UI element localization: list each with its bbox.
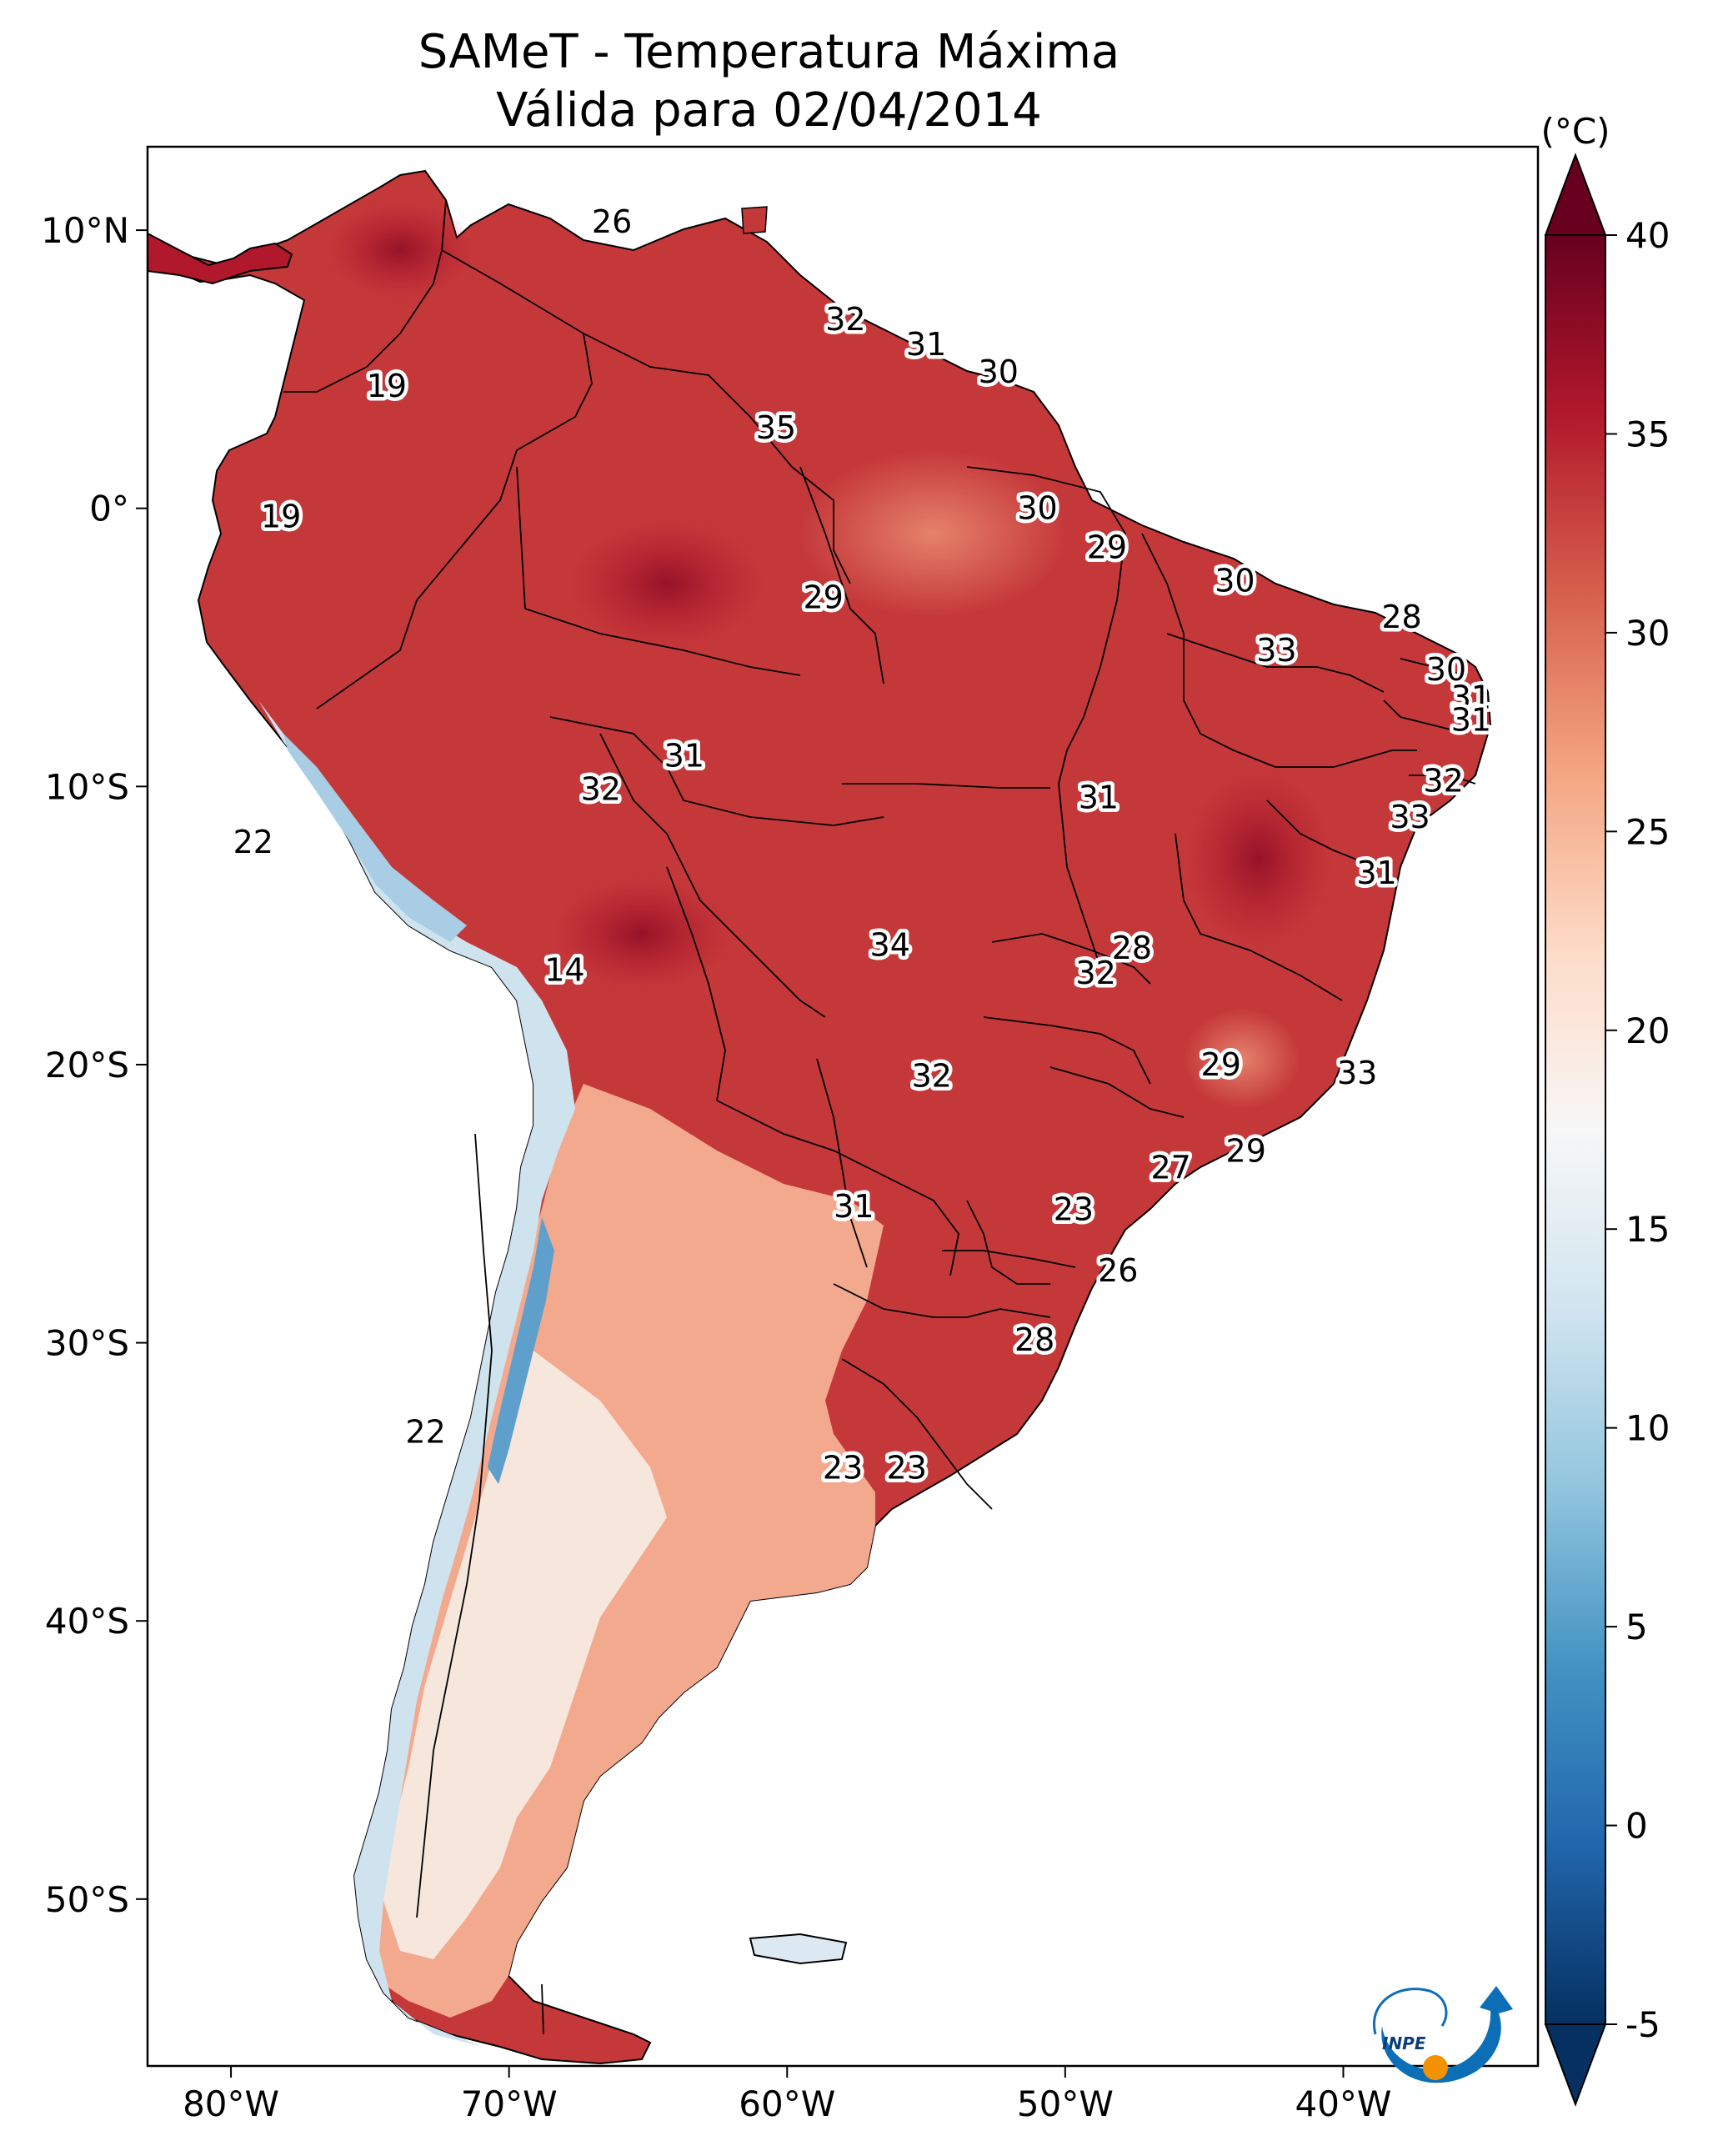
contour-label: 33	[1337, 1055, 1377, 1091]
contour-label: 26	[592, 203, 632, 240]
x-tick-label: 60°W	[739, 2083, 835, 2124]
contour-label: 26	[1098, 1252, 1138, 1289]
inpe-logo-swoosh	[1381, 1986, 1513, 2083]
colorbar-tick-label: 5	[1625, 1607, 1648, 1647]
hotspot-bolivia	[550, 875, 734, 992]
colorbar-bottom-extend	[1544, 2023, 1607, 2107]
contour-label: 14	[544, 952, 584, 989]
contour-label: 23	[823, 1450, 863, 1487]
south-america-landmass	[148, 169, 1492, 2065]
colorbar-tick-label: 0	[1625, 1806, 1648, 1847]
contour-label: 32	[912, 1057, 952, 1094]
contour-label: 27	[1150, 1149, 1190, 1186]
x-tick-label: 70°W	[461, 2083, 558, 2124]
colorbar-tick-label: 10	[1625, 1408, 1670, 1449]
contour-label: 32	[825, 301, 865, 338]
colorbar-top-extend	[1544, 153, 1607, 236]
y-tick-label: 50°S	[45, 1879, 129, 1920]
contour-label: 30	[1215, 562, 1255, 599]
inpe-logo-sun	[1423, 2055, 1448, 2080]
patagonia-mild-zone	[383, 1351, 667, 1959]
colorbar-tick-label: -5	[1625, 2004, 1660, 2045]
y-tick-label: 20°S	[45, 1045, 129, 1086]
contour-label: 31	[1079, 780, 1119, 816]
contour-label: 23	[1054, 1191, 1094, 1227]
hotspot-amazon	[567, 517, 767, 650]
warm-minas	[1184, 1009, 1300, 1109]
inpe-logo: INPE	[1373, 1986, 1513, 2083]
colorbar-tick-label: 25	[1625, 811, 1670, 852]
y-tick-label: 10°N	[41, 210, 129, 251]
contour-label: 22	[233, 824, 273, 860]
country-borders	[283, 199, 1476, 2035]
contour-labels: 2632313019353019293029283330313131323132…	[229, 200, 1495, 1491]
colorbar: (°C) 40 35 30 25 20 15 10 5 0 -5	[1540, 111, 1670, 2107]
hotspot-bahia	[1184, 767, 1334, 950]
contour-label: 22	[405, 1413, 445, 1450]
contour-label: 19	[261, 499, 301, 535]
contour-label: 30	[979, 353, 1019, 390]
colorbar-tick-label: 30	[1625, 613, 1670, 654]
contour-label: 31	[1451, 679, 1491, 716]
hotspot-venezuela	[325, 200, 475, 300]
contour-label: 30	[1426, 651, 1466, 688]
colorbar-tick-label: 15	[1625, 1209, 1670, 1250]
colorbar-tick-label: 40	[1625, 215, 1670, 256]
contour-label: 29	[803, 579, 843, 615]
contour-label: 28	[1014, 1321, 1054, 1358]
colorbar-unit: (°C)	[1540, 111, 1610, 152]
y-tick-label: 10°S	[45, 766, 129, 807]
contour-label: 32	[581, 771, 621, 808]
contour-label: 23	[887, 1450, 927, 1487]
contour-label: 31	[834, 1188, 874, 1225]
map-area	[148, 169, 1492, 2065]
contour-label: 30	[1017, 490, 1057, 527]
contour-label: 28	[1112, 930, 1152, 966]
contour-label: 35	[756, 409, 796, 446]
trinidad-island	[741, 206, 768, 234]
colorbar-tick-label: 20	[1625, 1010, 1670, 1051]
contour-label: 19	[367, 368, 407, 404]
map-frame	[146, 145, 1540, 2068]
colorbar-bar	[1545, 234, 1606, 2025]
y-axis: 10°N 0° 10°S 20°S 30°S 40°S 50°S	[41, 210, 148, 1920]
contour-label: 29	[1226, 1132, 1266, 1169]
warm-para	[800, 450, 1067, 617]
andes-core-cold	[488, 1217, 554, 1484]
x-tick-label: 40°W	[1295, 2083, 1391, 2124]
x-tick-label: 80°W	[183, 2083, 279, 2124]
falkland-islands	[749, 1933, 848, 1965]
contour-label: 31	[906, 326, 946, 363]
x-tick-label: 50°W	[1017, 2083, 1114, 2124]
contour-label: 32	[1423, 763, 1463, 800]
colorbar-tick-label: 35	[1625, 414, 1670, 454]
contour-label: 29	[1087, 529, 1127, 565]
title-line-2: Válida para 02/04/2014	[496, 83, 1042, 138]
title-line-1: SAMeT - Temperatura Máxima	[418, 25, 1120, 79]
contour-label: 33	[1390, 799, 1430, 835]
contour-label: 33	[1256, 632, 1296, 669]
contour-label: 31	[664, 738, 704, 775]
colorbar-ticks: 40 35 30 25 20 15 10 5 0 -5	[1605, 215, 1670, 2045]
contour-label: 28	[1381, 599, 1421, 635]
y-tick-label: 40°S	[45, 1601, 129, 1642]
peru-andes-cold	[283, 734, 467, 942]
contour-label: 31	[1451, 701, 1491, 738]
contour-label: 34	[870, 926, 910, 963]
central-america-fragment	[148, 232, 293, 285]
x-axis: 80°W 70°W 60°W 50°W 40°W	[183, 2066, 1391, 2124]
contour-label: 29	[1201, 1046, 1241, 1083]
map-title: SAMeT - Temperatura Máxima Válida para 0…	[0, 23, 1538, 140]
inpe-logo-ring	[1373, 1988, 1448, 2035]
contour-label: 31	[1356, 855, 1396, 891]
inpe-logo-text: INPE	[1382, 2033, 1426, 2053]
contour-label: 32	[1075, 955, 1115, 991]
y-tick-label: 30°S	[45, 1323, 129, 1364]
y-tick-label: 0°	[89, 489, 129, 529]
